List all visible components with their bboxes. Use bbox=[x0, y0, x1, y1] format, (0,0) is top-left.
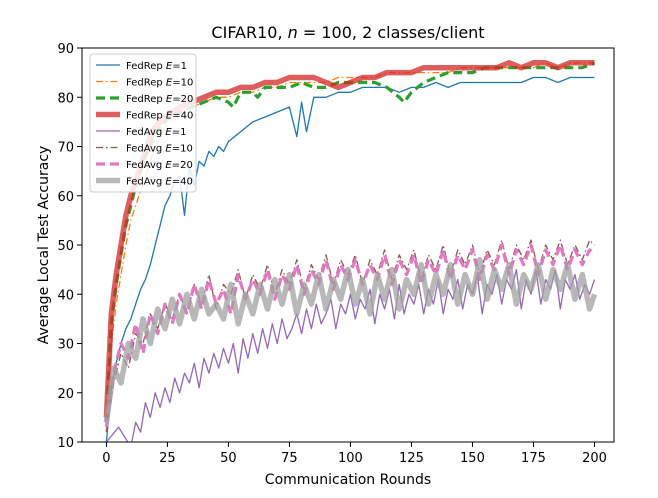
chart-title-part-2: = 100, 2 classes/client bbox=[298, 23, 485, 42]
x-tick-label: 175 bbox=[521, 451, 546, 466]
x-tick-label: 100 bbox=[338, 451, 363, 466]
x-tick-label: 200 bbox=[582, 451, 607, 466]
x-axis-label: Communication Rounds bbox=[265, 472, 431, 488]
legend-label-fedrep-e-1: FedRep E=1 bbox=[126, 61, 187, 72]
legend-label-fedrep-e-20: FedRep E=20 bbox=[126, 94, 193, 105]
x-tick-label: 50 bbox=[220, 451, 237, 466]
legend-box bbox=[89, 53, 197, 193]
series-line-fedavg-e-1 bbox=[105, 268, 596, 442]
legend-label-fedrep-e-10: FedRep E=10 bbox=[126, 78, 193, 89]
y-tick-label: 30 bbox=[57, 338, 74, 353]
x-tick-label: 125 bbox=[399, 451, 424, 466]
y-axis-label: Average Local Test Accuracy bbox=[36, 146, 52, 345]
x-tick-label: 0 bbox=[102, 451, 110, 466]
x-tick-label: 75 bbox=[281, 451, 298, 466]
legend-label-fedavg-e-40: FedAvg E=40 bbox=[126, 177, 193, 188]
x-tick-label: 25 bbox=[159, 451, 176, 466]
y-tick-label: 70 bbox=[57, 141, 74, 156]
legend: FedRep E=1 FedRep E=10 FedRep E=20 FedRep E… bbox=[89, 53, 197, 193]
x-axis: 0 25 50 75 100 125 150 175 200 bbox=[102, 442, 607, 466]
series-line-fedavg-e-20 bbox=[104, 243, 596, 428]
chart-title-part-0: CIFAR10, bbox=[211, 23, 287, 42]
y-tick-label: 10 bbox=[57, 436, 74, 451]
chart-title: CIFAR10, n = 100, 2 classes/client bbox=[211, 23, 484, 42]
legend-label-fedavg-e-1: FedAvg E=1 bbox=[126, 127, 186, 138]
y-tick-label: 20 bbox=[57, 387, 74, 402]
legend-label-fedavg-e-20: FedAvg E=20 bbox=[126, 160, 193, 171]
y-tick-label: 40 bbox=[57, 288, 74, 303]
y-tick-label: 60 bbox=[57, 190, 74, 205]
legend-label-fedrep-e-40: FedRep E=40 bbox=[126, 111, 193, 122]
series-line-fedrep-e-1 bbox=[105, 76, 595, 442]
legend-label-fedavg-e-10: FedAvg E=10 bbox=[126, 144, 193, 155]
y-tick-label: 90 bbox=[57, 42, 74, 57]
series-line-fedavg-e-40 bbox=[103, 257, 598, 423]
chart-title-var: n bbox=[288, 23, 298, 42]
x-tick-label: 150 bbox=[460, 451, 485, 466]
y-tick-label: 50 bbox=[57, 239, 74, 254]
y-tick-label: 80 bbox=[57, 91, 74, 106]
y-axis: 10 20 30 40 50 60 70 80 90 bbox=[57, 42, 82, 451]
